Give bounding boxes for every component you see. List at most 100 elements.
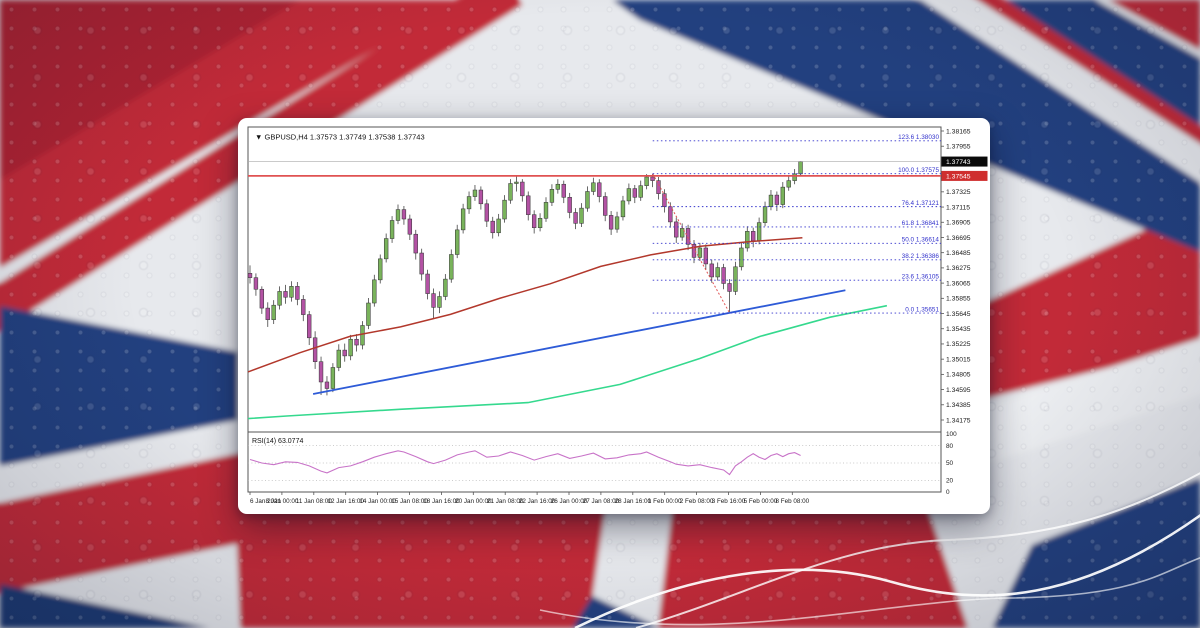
- price-axis-label: 1.34175: [946, 417, 971, 424]
- price-axis-label: 1.36485: [946, 250, 971, 257]
- candle-bullish: [366, 302, 371, 326]
- fibonacci-level-label: 100.0 1.37575: [898, 167, 939, 174]
- candle-bearish: [727, 283, 732, 292]
- rsi-axis-label: 0: [946, 489, 950, 496]
- candle-bullish: [378, 258, 383, 281]
- fibonacci-level-label: 123.6 1.38030: [898, 134, 939, 141]
- candle-bullish: [277, 291, 282, 306]
- rsi-indicator-pane: [247, 431, 942, 493]
- price-axis-label: 1.37115: [946, 204, 970, 211]
- price-axis-label: 1.36695: [946, 235, 971, 242]
- candle-bearish: [531, 214, 537, 228]
- time-axis-label: 2 Feb 08:00: [680, 498, 714, 505]
- rsi-line: [249, 450, 801, 476]
- candle-bullish: [626, 188, 632, 202]
- candle-bullish: [614, 216, 620, 230]
- green-curve-line: [247, 304, 888, 420]
- candle-bullish: [756, 222, 762, 242]
- blue-trendline: [312, 289, 846, 395]
- time-axis-label: 5 Feb 00:00: [744, 498, 778, 505]
- candle-bullish: [372, 279, 377, 304]
- candle-bearish: [407, 218, 413, 235]
- time-axis-label: 18 Jan 16:00: [423, 498, 460, 505]
- gbpusd-h4-chart: 1.381651.379551.377451.375351.373251.371…: [247, 126, 988, 505]
- candle-bearish: [431, 293, 436, 308]
- candle-bullish: [455, 229, 460, 255]
- time-axis-label: 15 Jan 08:00: [391, 498, 428, 505]
- candle-bearish: [490, 220, 495, 234]
- candle-bearish: [520, 181, 525, 197]
- candle-bullish: [389, 220, 395, 239]
- time-axis-label: 12 Jan 16:00: [327, 498, 364, 505]
- price-axis-label: 1.35225: [946, 341, 971, 348]
- red-moving-average: [247, 236, 803, 373]
- candle-bullish: [745, 231, 750, 249]
- candle-bullish: [395, 209, 401, 221]
- candle-bearish: [354, 338, 359, 346]
- candle-bullish: [466, 196, 472, 210]
- candle-bullish: [496, 218, 501, 234]
- main-price-pane: [247, 126, 942, 433]
- time-axis-label: 22 Jan 16:00: [519, 498, 556, 505]
- price-axis-label: 1.35015: [946, 356, 971, 363]
- candle-bearish: [691, 244, 697, 258]
- price-axis-label: 1.34805: [946, 372, 971, 379]
- candle-bearish: [342, 349, 347, 357]
- candle-bearish: [662, 193, 667, 207]
- price-axis-label: 1.34595: [946, 387, 971, 394]
- candle-bearish: [650, 176, 655, 181]
- last-price-badge: [941, 156, 988, 167]
- time-axis-label: 3 Feb 16:00: [712, 498, 746, 505]
- time-axis-label: 8 Jan 00:00: [265, 498, 298, 505]
- price-axis-label: 1.38165: [946, 128, 971, 135]
- candle-bearish: [573, 212, 578, 224]
- rsi-axis-label: 20: [946, 478, 954, 485]
- rsi-axis-label: 100: [946, 431, 957, 438]
- red-line-price-badge-text: 1.37545: [946, 173, 971, 180]
- price-axis-label: 1.37325: [946, 189, 971, 196]
- candle-bearish: [259, 288, 265, 309]
- time-axis-label: 21 Jan 08:00: [487, 498, 524, 505]
- candle-bearish: [413, 233, 418, 254]
- fibonacci-level-label: 50.0 1.36614: [902, 237, 940, 244]
- candle-bearish: [484, 203, 489, 222]
- candle-bullish: [585, 191, 590, 209]
- price-axis-label: 1.36275: [946, 265, 971, 272]
- fibonacci-diagonal-line: [652, 173, 731, 314]
- candle-bearish: [685, 228, 691, 245]
- price-axis-label: 1.35645: [946, 311, 971, 318]
- candle-bearish: [656, 180, 661, 194]
- candle-bullish: [697, 247, 703, 258]
- candle-bearish: [283, 291, 288, 298]
- candle-bullish: [792, 173, 797, 181]
- candle-bullish: [383, 238, 389, 260]
- candle-bearish: [312, 337, 318, 362]
- candle-bullish: [360, 325, 365, 346]
- candle-bullish: [543, 202, 549, 219]
- candle-bullish: [460, 208, 466, 231]
- candle-bearish: [703, 247, 709, 265]
- candle-bullish: [437, 296, 442, 308]
- candle-bullish: [330, 367, 336, 389]
- time-axis-label: 20 Jan 00:00: [455, 498, 492, 505]
- time-axis-label: 1 Feb 00:00: [648, 498, 682, 505]
- candle-bullish: [798, 161, 803, 175]
- candle-bearish: [603, 196, 608, 216]
- time-axis-label: 27 Jan 08:00: [583, 498, 620, 505]
- fibonacci-level-label: 38.2 1.36386: [902, 253, 940, 260]
- price-axis-label: 1.37955: [946, 144, 971, 151]
- chart-title-ohlc[interactable]: ▼ GBPUSD,H4 1.37573 1.37749 1.37538 1.37…: [255, 133, 425, 142]
- fibonacci-level-label: 76.4 1.37121: [902, 200, 940, 207]
- candle-bullish: [443, 278, 448, 297]
- price-axis-label: 1.36905: [946, 220, 971, 227]
- candle-bullish: [336, 349, 341, 368]
- price-axis-label: 1.35855: [946, 296, 971, 303]
- candle-bullish: [762, 206, 768, 223]
- candle-bearish: [567, 196, 572, 213]
- candle-bullish: [733, 266, 738, 292]
- rsi-indicator-label: RSI(14) 63.0774: [252, 438, 303, 445]
- candle-bearish: [751, 231, 756, 242]
- candle-bearish: [419, 252, 424, 275]
- fibonacci-level-label: 23.6 1.36105: [902, 273, 940, 280]
